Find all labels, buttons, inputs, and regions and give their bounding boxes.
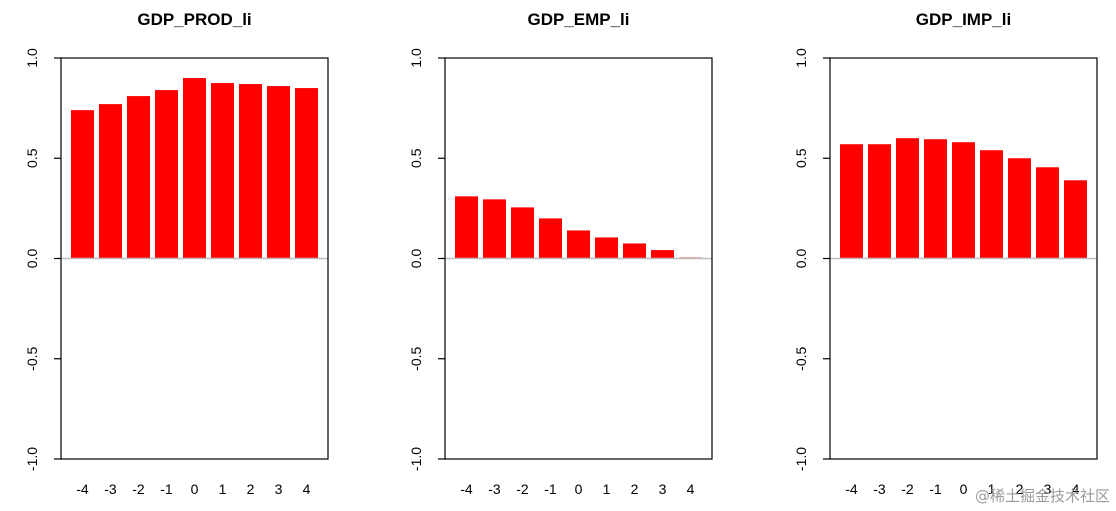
x-tick-label: 1 bbox=[988, 481, 996, 497]
bar--3 bbox=[99, 104, 122, 259]
x-tick-label: 4 bbox=[687, 481, 695, 497]
x-tick-label: 4 bbox=[303, 481, 311, 497]
x-tick-label: 0 bbox=[191, 481, 199, 497]
x-tick-label: 1 bbox=[219, 481, 227, 497]
x-tick-label: -1 bbox=[544, 481, 557, 497]
chart-title: GDP_PROD_li bbox=[137, 10, 251, 29]
x-tick-label: 3 bbox=[275, 481, 283, 497]
bar-3 bbox=[651, 250, 674, 259]
x-tick-label: -2 bbox=[132, 481, 145, 497]
bar-4 bbox=[295, 88, 318, 259]
y-tick-label: -1.0 bbox=[24, 447, 40, 471]
bar-3 bbox=[1036, 167, 1059, 259]
y-tick-label: 0.0 bbox=[793, 249, 809, 269]
chart-panel-3: GDP_IMP_li -1.0 -0.5 0.0 0.5 1.0 -4 -3 -2 -1 0 1 2 3 4 bbox=[793, 10, 1098, 497]
bar-3 bbox=[267, 86, 290, 259]
chart-panel-1: GDP_PROD_li -1.0 -0.5 0.0 0.5 1.0 -4 -3 -2 -1 0 1 2 3… bbox=[24, 10, 329, 497]
x-tick-label: -3 bbox=[488, 481, 501, 497]
y-tick-label: 0.0 bbox=[24, 249, 40, 269]
bar--4 bbox=[840, 144, 863, 259]
bar--4 bbox=[455, 196, 478, 259]
chart-panels: GDP_PROD_li -1.0 -0.5 0.0 0.5 1.0 -4 -3 -2 -1 0 1 2 3… bbox=[24, 10, 1098, 497]
bar-1 bbox=[211, 83, 234, 259]
y-tick-label: 1.0 bbox=[408, 48, 424, 68]
chart-panel-2: GDP_EMP_li -1.0 -0.5 0.0 0.5 1.0 -4 -3 -2 -1 0 1 2 3 4 bbox=[408, 10, 713, 497]
x-tick-label: 2 bbox=[1016, 481, 1024, 497]
bar-2 bbox=[1008, 158, 1031, 259]
x-tick-label: -2 bbox=[516, 481, 529, 497]
x-tick-label: 4 bbox=[1072, 481, 1080, 497]
x-tick-label: -1 bbox=[160, 481, 173, 497]
x-tick-label: -3 bbox=[104, 481, 117, 497]
x-tick-label: 2 bbox=[631, 481, 639, 497]
x-tick-label: 1 bbox=[603, 481, 611, 497]
x-tick-label: -1 bbox=[929, 481, 942, 497]
y-tick-label: 1.0 bbox=[793, 48, 809, 68]
bar--2 bbox=[127, 96, 150, 259]
bar-0 bbox=[567, 230, 590, 259]
bar-1 bbox=[980, 150, 1003, 259]
y-tick-label: -0.5 bbox=[408, 346, 424, 370]
x-tick-label: -4 bbox=[76, 481, 89, 497]
bar-2 bbox=[623, 243, 646, 259]
x-tick-label: 3 bbox=[1044, 481, 1052, 497]
x-tick-label: 0 bbox=[575, 481, 583, 497]
y-tick-label: -0.5 bbox=[793, 346, 809, 370]
bar--2 bbox=[511, 207, 534, 259]
y-tick-label: 0.0 bbox=[408, 249, 424, 269]
bar--3 bbox=[868, 144, 891, 259]
y-tick-label: -1.0 bbox=[793, 447, 809, 471]
y-tick-label: -1.0 bbox=[408, 447, 424, 471]
bar-0 bbox=[183, 78, 206, 259]
x-tick-label: -4 bbox=[460, 481, 473, 497]
bar--3 bbox=[483, 199, 506, 259]
chart-title: GDP_IMP_li bbox=[916, 10, 1011, 29]
y-tick-label: 0.5 bbox=[408, 148, 424, 168]
x-tick-label: 0 bbox=[960, 481, 968, 497]
bar--1 bbox=[539, 218, 562, 259]
bar-2 bbox=[239, 84, 262, 259]
x-tick-label: -3 bbox=[873, 481, 886, 497]
bar--4 bbox=[71, 110, 94, 259]
x-tick-label: 2 bbox=[247, 481, 255, 497]
x-tick-label: -4 bbox=[845, 481, 858, 497]
bar--1 bbox=[924, 139, 947, 259]
y-tick-label: 0.5 bbox=[24, 148, 40, 168]
chart-title: GDP_EMP_li bbox=[527, 10, 629, 29]
y-tick-label: -0.5 bbox=[24, 346, 40, 370]
bar--1 bbox=[155, 90, 178, 259]
y-tick-label: 1.0 bbox=[24, 48, 40, 68]
x-tick-label: 3 bbox=[659, 481, 667, 497]
x-tick-label: -2 bbox=[901, 481, 914, 497]
bar--2 bbox=[896, 138, 919, 259]
y-tick-label: 0.5 bbox=[793, 148, 809, 168]
watermark: @稀土掘金技术社区 bbox=[975, 487, 1110, 505]
bar-0 bbox=[952, 142, 975, 259]
bar-1 bbox=[595, 237, 618, 259]
bar-4 bbox=[1064, 180, 1087, 259]
